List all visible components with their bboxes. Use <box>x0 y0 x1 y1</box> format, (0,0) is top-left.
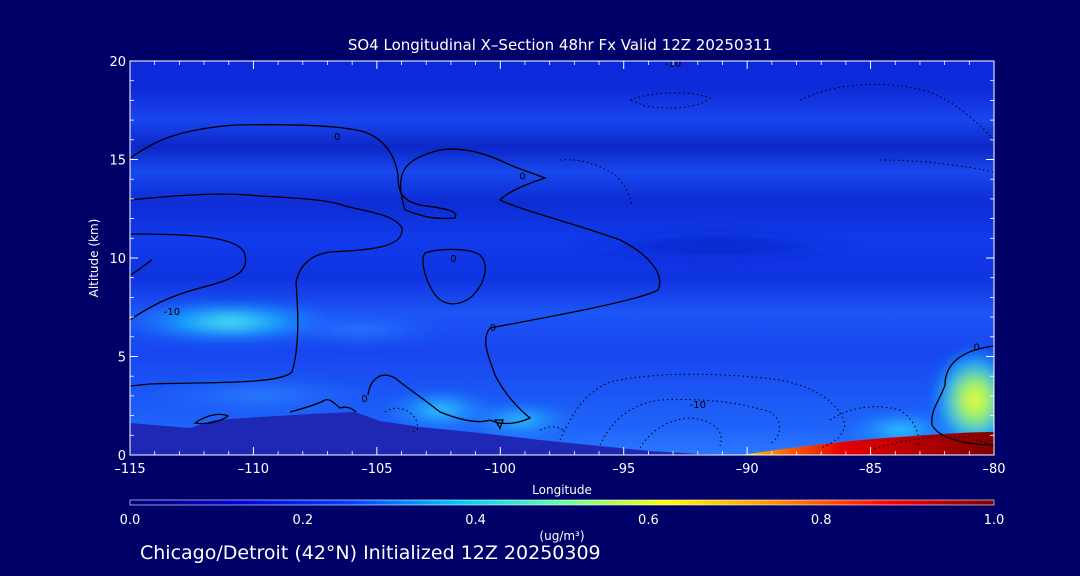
contour-label: 0 <box>490 323 496 334</box>
x-tick-label: –100 <box>485 462 516 477</box>
contour-label: 0 <box>519 171 525 182</box>
x-tick-label: –115 <box>114 462 145 477</box>
contour-label: 0 <box>450 254 456 265</box>
y-axis-label: Altitude (km) <box>87 219 101 298</box>
contour-label: 0 <box>974 343 980 354</box>
chart-title: SO4 Longitudinal X–Section 48hr Fx Valid… <box>348 36 772 54</box>
x-axis-label: Longitude <box>532 483 592 497</box>
colorbar: 0.0 0.2 0.4 0.6 0.8 1.0 (ug/m³) <box>120 499 1005 543</box>
colorbar-tick-label: 0.6 <box>638 513 659 528</box>
colorbar-tick-label: 0.4 <box>465 513 486 528</box>
y-tick-label: 15 <box>109 154 126 169</box>
contour-label: -10 <box>665 59 681 70</box>
x-tick-label: –105 <box>361 462 392 477</box>
contour-label: 0 <box>361 394 367 405</box>
y-tick-label: 20 <box>109 55 126 70</box>
colorbar-tick-label: 0.8 <box>811 513 832 528</box>
y-axis: 0 5 10 15 20 <box>109 55 994 464</box>
x-tick-label: –90 <box>736 462 759 477</box>
colorbar-tick-label: 0.2 <box>292 513 313 528</box>
x-tick-label: –85 <box>859 462 882 477</box>
colorbar-bar <box>129 499 995 506</box>
terrain <box>130 412 740 455</box>
contour-label: 0 <box>334 132 340 143</box>
footer-caption: Chicago/Detroit (42°N) Initialized 12Z 2… <box>140 542 601 564</box>
dotted-contours <box>384 83 994 451</box>
x-axis: –115 –110 –105 –100 –95 –90 –85 –80 <box>114 61 1006 477</box>
contour-lines <box>130 124 994 446</box>
x-tick-label: –80 <box>982 462 1005 477</box>
colorbar-tick-label: 1.0 <box>984 513 1005 528</box>
surface-plume <box>740 432 994 455</box>
colorbar-unit-label: (ug/m³) <box>539 529 584 543</box>
colorbar-tick-label: 0.0 <box>120 513 141 528</box>
x-tick-label: –95 <box>612 462 635 477</box>
concentration-field: 0 0 0 0 0 0 -10 -10 -10 7 <box>130 59 994 455</box>
contour-label: -10 <box>690 400 706 411</box>
x-tick-label: –110 <box>238 462 269 477</box>
y-tick-label: 10 <box>109 252 126 267</box>
contour-label: 7 <box>497 421 503 432</box>
y-tick-label: 5 <box>118 351 126 366</box>
contour-label: -10 <box>164 307 180 318</box>
y-tick-label: 0 <box>118 449 126 464</box>
